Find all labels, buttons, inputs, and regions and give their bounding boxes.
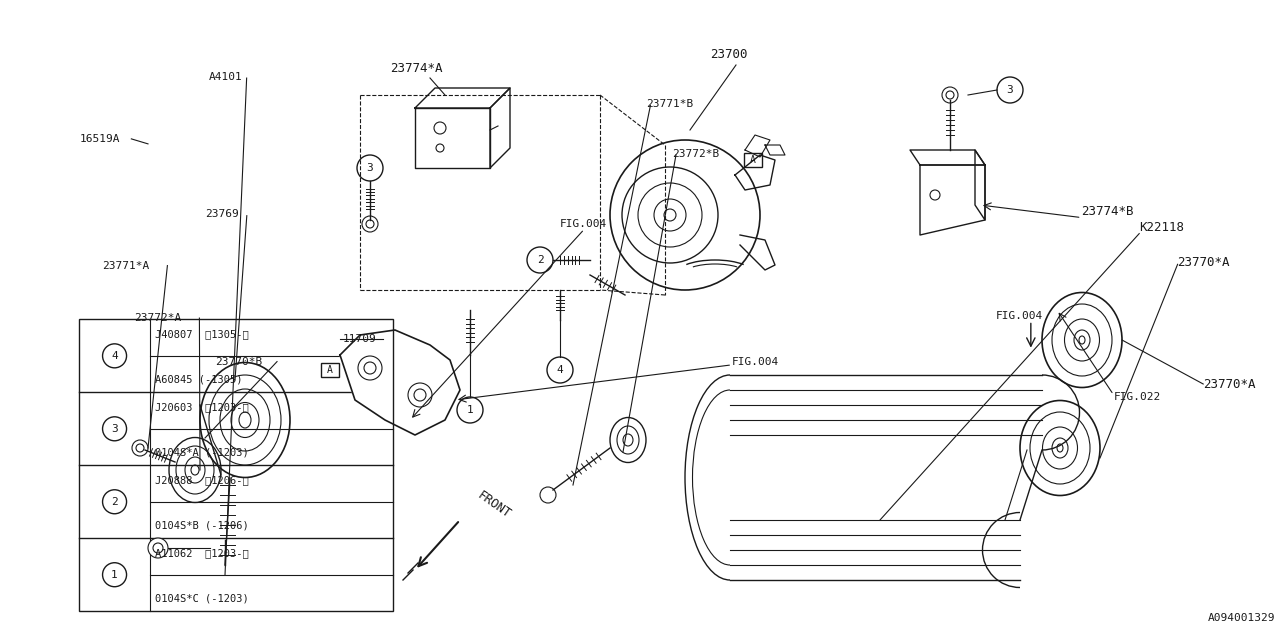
Text: J40807  〈1305-〉: J40807 〈1305-〉 <box>155 329 248 339</box>
Text: 11709: 11709 <box>343 334 376 344</box>
Text: 23770*B: 23770*B <box>215 356 262 367</box>
Text: A11062  〈1203-〉: A11062 〈1203-〉 <box>155 548 248 558</box>
Bar <box>744 153 762 167</box>
Text: J20603  〈1203-〉: J20603 〈1203-〉 <box>155 402 248 412</box>
Text: FIG.004: FIG.004 <box>732 356 780 367</box>
Text: 3: 3 <box>1006 85 1014 95</box>
Circle shape <box>358 356 381 380</box>
Text: FIG.004: FIG.004 <box>559 219 607 229</box>
Text: 23774*B: 23774*B <box>1082 205 1134 218</box>
Text: 0104S*A (-1203): 0104S*A (-1203) <box>155 447 248 458</box>
Polygon shape <box>415 88 509 108</box>
Text: 0104S*B (-1206): 0104S*B (-1206) <box>155 520 248 531</box>
Polygon shape <box>340 330 460 435</box>
Text: FRONT: FRONT <box>475 489 513 521</box>
Polygon shape <box>910 150 986 165</box>
Text: 23700: 23700 <box>710 49 748 61</box>
Text: 1: 1 <box>467 405 474 415</box>
Text: 23770*A: 23770*A <box>1203 378 1256 390</box>
Text: A094001329: A094001329 <box>1207 612 1275 623</box>
Text: 4: 4 <box>111 351 118 361</box>
Polygon shape <box>490 88 509 168</box>
Text: 3: 3 <box>366 163 374 173</box>
Text: K22118: K22118 <box>1139 221 1184 234</box>
Text: A: A <box>328 365 333 375</box>
Text: 23772*B: 23772*B <box>672 148 719 159</box>
Text: 2: 2 <box>111 497 118 507</box>
Bar <box>79 319 393 611</box>
Text: 0104S*C (-1203): 0104S*C (-1203) <box>155 593 248 604</box>
Text: FIG.022: FIG.022 <box>1114 392 1161 402</box>
Text: 4: 4 <box>557 365 563 375</box>
Text: J20888  〈1206-〉: J20888 〈1206-〉 <box>155 475 248 485</box>
Circle shape <box>148 538 168 558</box>
Circle shape <box>408 383 433 407</box>
Polygon shape <box>975 150 986 220</box>
Bar <box>321 363 339 377</box>
Text: 23771*A: 23771*A <box>102 260 150 271</box>
Text: FIG.004: FIG.004 <box>996 310 1043 321</box>
Text: 23771*B: 23771*B <box>646 99 694 109</box>
Text: 23772*A: 23772*A <box>134 313 182 323</box>
Polygon shape <box>415 108 490 168</box>
Text: A4101: A4101 <box>209 72 242 82</box>
Text: 3: 3 <box>111 424 118 434</box>
Text: 1: 1 <box>111 570 118 580</box>
Text: A60845 (-1305): A60845 (-1305) <box>155 374 242 385</box>
Text: 23769: 23769 <box>205 209 238 220</box>
Text: 23774*A: 23774*A <box>390 61 443 74</box>
Text: 2: 2 <box>536 255 544 265</box>
Text: 16519A: 16519A <box>79 134 120 144</box>
Polygon shape <box>920 165 986 235</box>
Text: 23770*A: 23770*A <box>1178 256 1230 269</box>
Text: A: A <box>750 155 756 165</box>
